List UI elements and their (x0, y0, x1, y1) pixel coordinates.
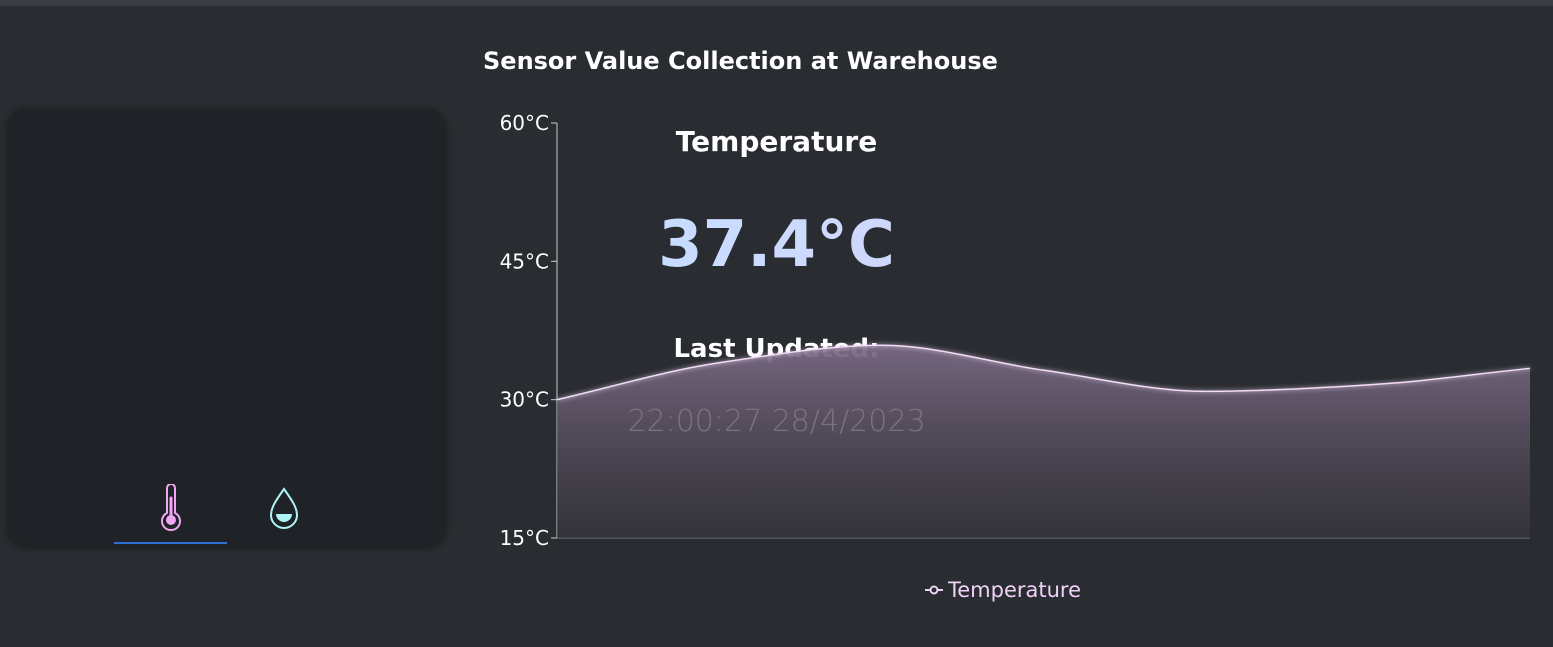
y-tick-label: 60°C (500, 111, 549, 135)
chart-legend[interactable]: Temperature (924, 578, 1081, 602)
active-tab-indicator (114, 542, 227, 544)
temperature-line (556, 344, 1531, 401)
temperature-area (557, 345, 1530, 538)
y-tick-label: 30°C (500, 388, 549, 412)
current-value: 37.4°C (0, 210, 1553, 280)
card-title: Temperature (675, 125, 878, 158)
chart-title: Sensor Value Collection at Warehouse (483, 47, 998, 75)
droplet-icon (269, 487, 298, 529)
tab-temperature[interactable] (114, 484, 227, 544)
top-bar (0, 0, 1553, 6)
sensor-card (8, 108, 445, 545)
legend-line-marker-icon (925, 585, 943, 595)
y-tick-label: 15°C (500, 526, 549, 550)
thermometer-icon (160, 484, 181, 532)
y-tick-label: 45°C (500, 249, 549, 273)
legend-label: Temperature (948, 578, 1082, 602)
tab-humidity[interactable] (227, 484, 340, 544)
